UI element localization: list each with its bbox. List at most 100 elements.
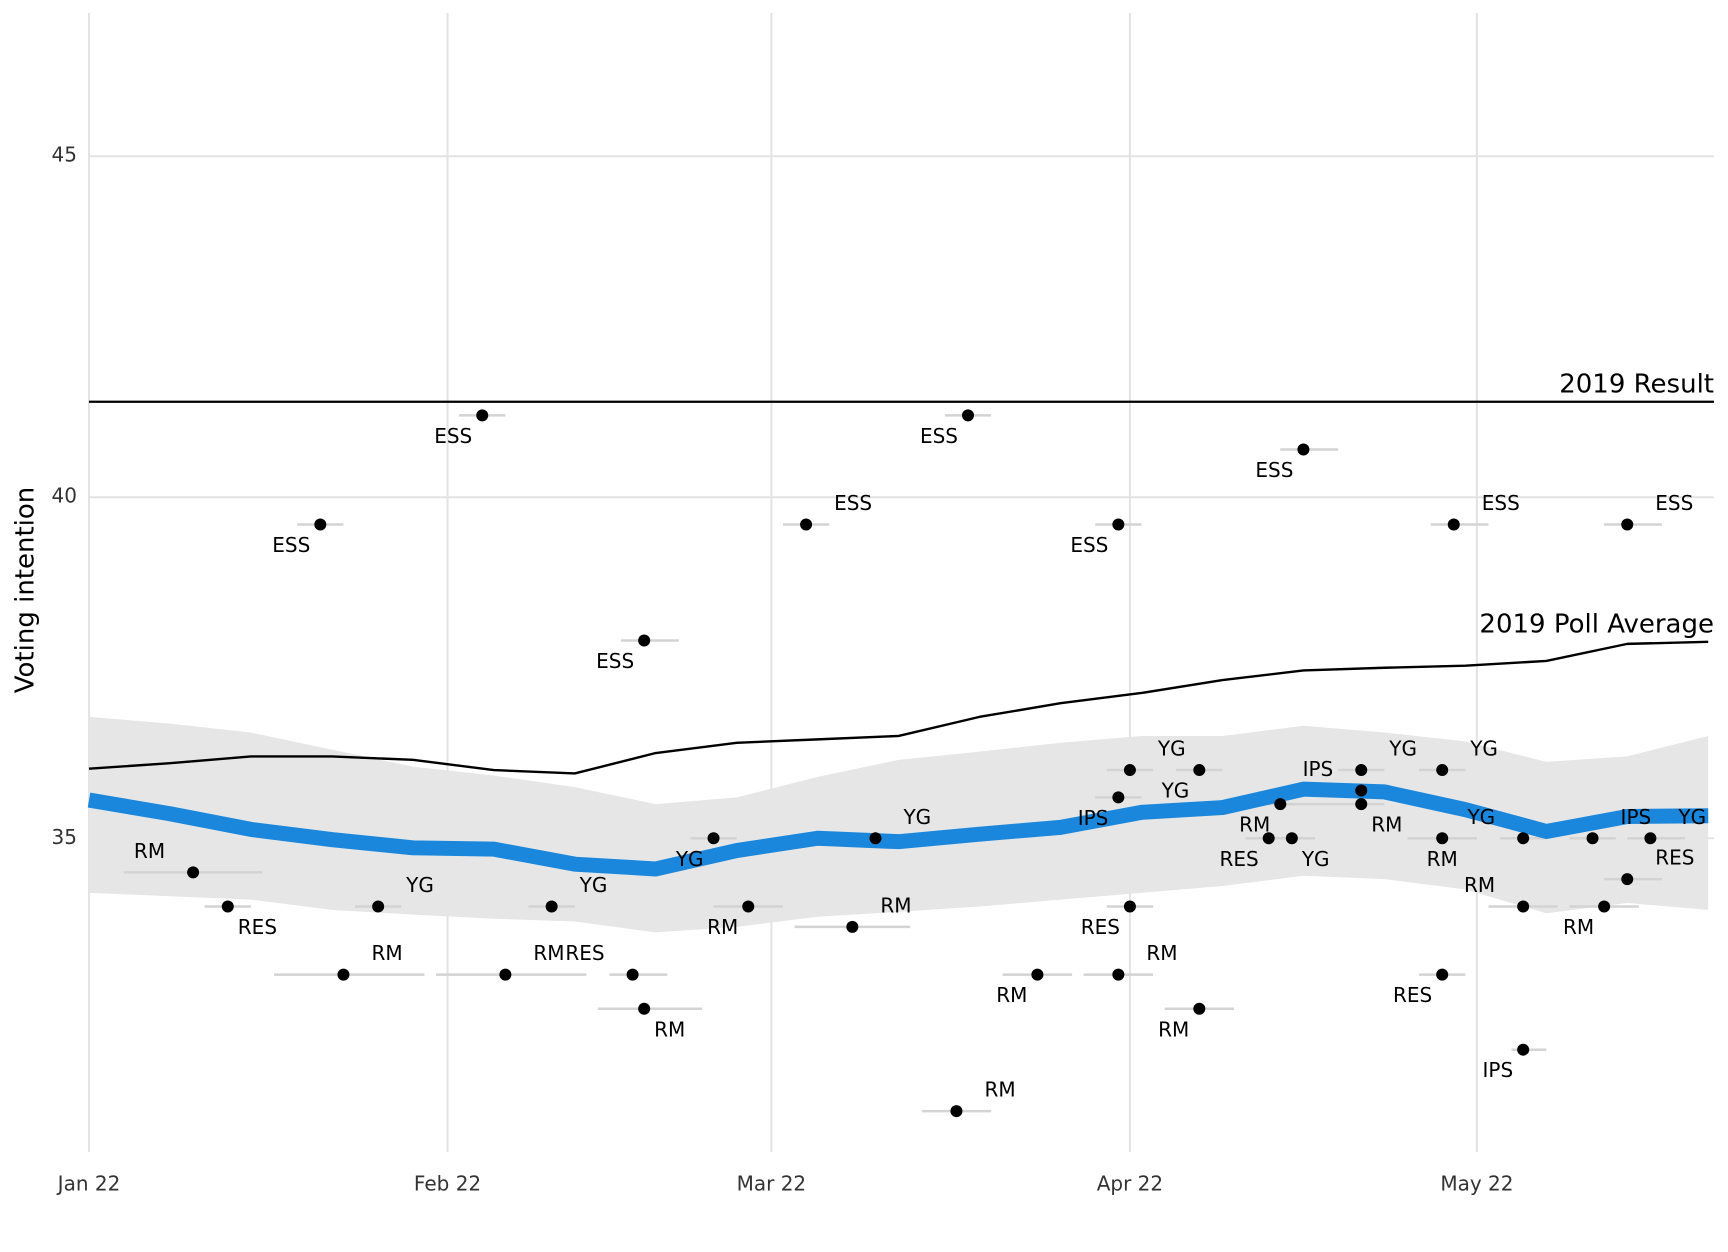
poll-label: IPS [1078,806,1109,830]
poll-label: RM [1158,1017,1189,1041]
poll-label: RM [1563,915,1594,939]
poll-point [221,900,234,913]
poll-label: ESS [834,491,872,515]
poll-label: YG [1157,737,1186,761]
poll-label: IPS [1621,805,1652,829]
poll-label: RM [1427,847,1458,871]
poll-point [1112,518,1125,531]
poll-label: RM [984,1078,1015,1102]
poll-point [1031,968,1044,981]
poll-label: RM [1371,813,1402,837]
x-tick-label: Feb 22 [414,1172,481,1196]
poll-point [1355,764,1368,777]
y-tick-label: 45 [52,143,77,167]
poll-point [1262,832,1275,845]
poll-point [499,968,512,981]
poll-label: RES [238,915,277,939]
poll-label: RM [707,915,738,939]
poll-point [1586,832,1599,845]
poll-label: RM [371,941,402,965]
poll-point [1112,968,1125,981]
poll-label: RES [1219,847,1258,871]
poll-label: IPS [1483,1058,1514,1082]
poll-label: ESS [596,649,634,673]
poll-point [1193,764,1206,777]
poll-point [476,409,489,422]
poll-point [1621,873,1634,886]
poll-point [1297,443,1310,456]
series-line [88,640,1709,775]
poll-label: IPS [1303,757,1334,781]
y-tick-label: 35 [52,825,77,849]
poll-point [1355,798,1368,811]
poll-point [1112,791,1125,804]
poll-label: YG [1161,779,1190,803]
poll-point [1644,832,1657,845]
x-tick-label: Jan 22 [56,1172,121,1196]
poll-label: YG [405,873,434,897]
reference-label: 2019 Result [1559,369,1714,399]
poll-label: YG [1677,805,1706,829]
poll-point [869,832,882,845]
poll-point [846,920,859,933]
poll-label: RES [1655,846,1694,870]
poll-point [1285,832,1298,845]
poll-label: ESS [920,424,958,448]
poll-label: ESS [1070,533,1108,557]
confidence-band [89,716,1709,933]
poll-label: RM [880,893,911,917]
poll-label: RM [996,983,1027,1007]
poll-label: YG [675,847,704,871]
poll-label: ESS [434,424,472,448]
poll-point [545,900,558,913]
poll-point [1123,900,1136,913]
y-axis-title: Voting intention [11,487,41,694]
poll-label: YG [1388,737,1417,761]
poll-point [1436,764,1449,777]
poll-point [1274,798,1287,811]
poll-point [962,409,975,422]
poll-point [638,634,651,647]
poll-label: YG [1469,737,1498,761]
poll-label: RM [1464,873,1495,897]
poll-point [1447,518,1460,531]
poll-point [950,1105,963,1118]
poll-point [742,900,755,913]
poll-point [638,1002,651,1015]
x-tick-label: May 22 [1440,1172,1513,1196]
poll-point [1193,1002,1206,1015]
x-tick-label: Apr 22 [1097,1172,1163,1196]
series-line [87,781,1709,877]
y-tick-label: 40 [52,484,77,508]
poll-label: RM [134,839,165,863]
poll-point [1517,1043,1530,1056]
poll-label: RM [533,941,564,965]
poll-point [1517,900,1530,913]
poll-point [1436,832,1449,845]
poll-point [1123,764,1136,777]
poll-label: ESS [1655,491,1693,515]
poll-point [1598,900,1611,913]
x-tick-label: Mar 22 [737,1172,807,1196]
poll-label: ESS [272,533,310,557]
poll-label: ESS [1255,458,1293,482]
poll-label: RES [565,941,604,965]
poll-point [1621,518,1634,531]
poll-label: RES [1393,983,1432,1007]
poll-point [800,518,813,531]
poll-label: YG [1301,847,1330,871]
poll-point [372,900,385,913]
poll-point [1436,968,1449,981]
poll-label: RES [1081,915,1120,939]
poll-point [626,968,639,981]
poll-point [707,832,720,845]
poll-label: YG [579,873,608,897]
poll-point [1355,784,1368,797]
poll-label: ESS [1482,491,1520,515]
poll-point [187,866,200,879]
poll-label: YG [1466,805,1495,829]
series-label: 2019 Poll Average [1479,609,1714,639]
poll-label: RM [1239,813,1270,837]
